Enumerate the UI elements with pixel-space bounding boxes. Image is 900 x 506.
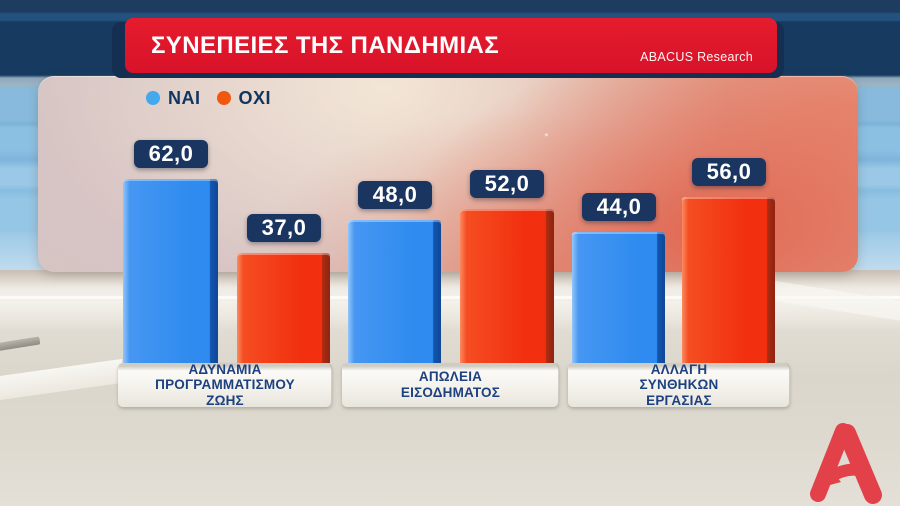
category-label-line: ΑΛΛΑΓΗ — [650, 361, 708, 377]
legend-label-nai: ΝΑΙ — [168, 87, 201, 108]
value-label-oxi-group-2: 52,0 — [470, 170, 544, 198]
page-title: ΣΥΝΕΠΕΙΕΣ ΤΗΣ ΠΑΝΔΗΜΙΑΣ — [151, 31, 500, 59]
legend-dot-nai — [146, 91, 160, 105]
category-label-line: ΑΔΥΝΑΜΙΑ — [188, 361, 262, 377]
legend-dot-oxi — [216, 91, 231, 105]
bar-oxi-group-1 — [237, 253, 330, 363]
legend-item-oxi: ΟΧΙ — [216, 87, 272, 109]
source-credit: ABACUS Research — [640, 50, 753, 64]
alpha-channel-logo-icon — [810, 423, 882, 504]
legend-label-oxi: ΟΧΙ — [238, 87, 272, 108]
bar-oxi-group-3 — [682, 197, 775, 363]
category-label-line: ΣΥΝΘΗΚΩΝ — [639, 377, 719, 393]
value-label-oxi-group-1: 37,0 — [247, 214, 321, 242]
value-label-oxi-group-3: 56,0 — [692, 158, 766, 186]
category-label-3: ΑΛΛΑΓΗ ΣΥΝΘΗΚΩΝ ΕΡΓΑΣΙΑΣ — [568, 361, 790, 408]
chart-legend: ΝΑΙ ΟΧΙ — [146, 86, 271, 110]
category-label-1: ΑΔΥΝΑΜΙΑ ΠΡΟΓΡΑΜΜΑΤΙΣΜΟΥ ΖΩΗΣ — [118, 361, 332, 408]
category-label-line: ΑΠΩΛΕΙΑ — [418, 369, 483, 385]
value-label-nai-group-1: 62,0 — [134, 140, 208, 168]
bar-nai-group-3 — [572, 232, 665, 363]
category-label-line: ΕΡΓΑΣΙΑΣ — [646, 392, 712, 408]
bar-nai-group-2 — [348, 220, 441, 363]
floor-highlight-line — [0, 296, 900, 299]
value-label-nai-group-3: 44,0 — [582, 193, 656, 221]
bar-nai-group-1 — [123, 179, 218, 363]
category-label-line: ΖΩΗΣ — [206, 392, 244, 408]
category-label-2: ΑΠΩΛΕΙΑ ΕΙΣΟΔΗΜΑΤΟΣ — [342, 363, 559, 407]
category-label-line: ΠΡΟΓΡΑΜΜΑΤΙΣΜΟΥ — [155, 377, 295, 393]
bar-oxi-group-2 — [460, 209, 554, 363]
category-label-line: ΕΙΣΟΔΗΜΑΤΟΣ — [400, 385, 501, 400]
legend-item-nai: ΝΑΙ — [146, 88, 201, 109]
value-label-nai-group-2: 48,0 — [358, 181, 432, 209]
header-banner: ΣΥΝΕΠΕΙΕΣ ΤΗΣ ΠΑΝΔΗΜΙΑΣ ABACUS Research — [125, 18, 777, 73]
